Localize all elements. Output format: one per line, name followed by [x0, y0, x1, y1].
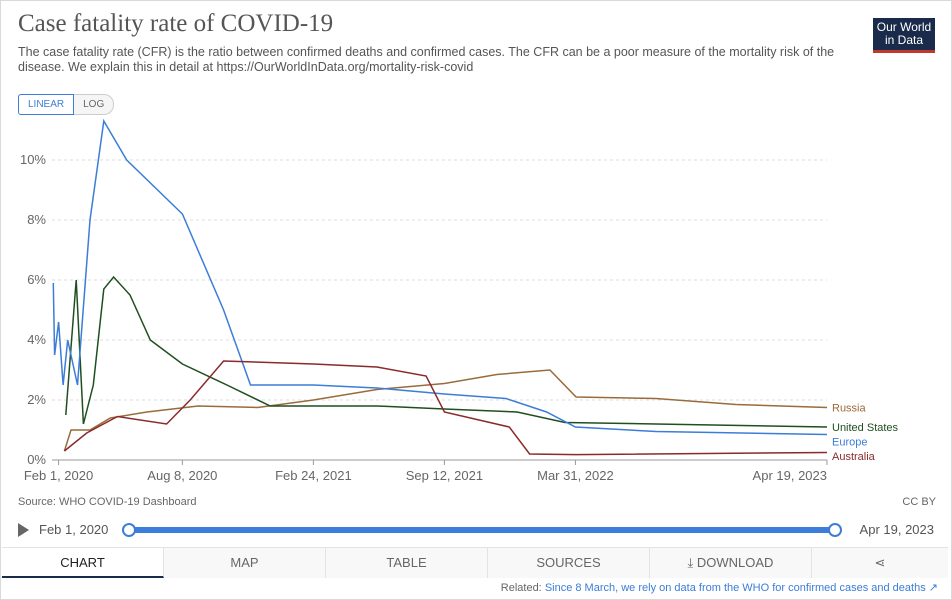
share-icon: ⋖: [874, 555, 886, 570]
x-tick-label: Mar 31, 2022: [537, 468, 614, 483]
logo-line-2: in Data: [884, 33, 924, 47]
download-label: DOWNLOAD: [696, 555, 774, 570]
y-tick-label: 4%: [27, 332, 46, 347]
x-tick-label: Feb 24, 2021: [275, 468, 352, 483]
share-button[interactable]: ⋖: [812, 548, 948, 578]
x-tick-label: Sep 12, 2021: [406, 468, 483, 483]
source-note: Source: WHO COVID-19 Dashboard: [18, 496, 197, 508]
series-line-europe: [52, 118, 828, 436]
timeline-track[interactable]: [122, 523, 842, 537]
external-link-icon: ↗: [928, 582, 938, 594]
x-tick-label: Aug 8, 2020: [147, 468, 217, 483]
scale-toggle: LINEAR LOG: [18, 94, 115, 115]
series-line-russia: [63, 369, 828, 452]
timeline-end-label: Apr 19, 2023: [859, 522, 934, 537]
series-label-australia: Australia: [832, 451, 876, 463]
timeline-start-label: Feb 1, 2020: [39, 522, 109, 537]
tab-bar: CHART MAP TABLE SOURCES ⤓ DOWNLOAD ⋖: [2, 547, 948, 578]
linear-scale-button[interactable]: LINEAR: [18, 94, 75, 115]
x-tick-label: Apr 19, 2023: [753, 468, 827, 483]
related-prefix: Related:: [500, 582, 542, 594]
timeline-end-handle[interactable]: [828, 523, 842, 537]
play-icon[interactable]: [18, 523, 29, 537]
y-tick-label: 0%: [27, 452, 46, 467]
y-tick-label: 8%: [27, 212, 46, 227]
series-label-russia: Russia: [832, 403, 867, 415]
timeline: Feb 1, 2020 Apr 19, 2023: [18, 520, 938, 540]
tab-map[interactable]: MAP: [164, 548, 326, 578]
related-note: Related: Since 8 March, we rely on data …: [501, 581, 938, 594]
y-tick-label: 2%: [27, 392, 46, 407]
log-scale-button[interactable]: LOG: [74, 94, 115, 115]
download-icon: ⤓: [687, 555, 697, 570]
license-link[interactable]: CC BY: [902, 496, 936, 508]
tab-download[interactable]: ⤓ DOWNLOAD: [650, 548, 812, 578]
owid-logo[interactable]: Our World in Data: [873, 18, 935, 53]
series-line-united-states: [65, 275, 828, 428]
line-chart: 0% 2% 4% 6% 8% 10% Feb 1, 2020 Aug 8, 2020 Feb …: [20, 118, 899, 483]
y-tick-label: 6%: [27, 272, 46, 287]
chart-title: Case fatality rate of COVID-19: [18, 10, 334, 37]
series-label-europe: Europe: [832, 437, 867, 449]
x-tick-label: Feb 1, 2020: [24, 468, 93, 483]
logo-line-1: Our World: [876, 20, 932, 34]
series-line-australia: [63, 360, 828, 456]
related-link[interactable]: Since 8 March, we rely on data from the …: [544, 582, 926, 594]
y-tick-label: 10%: [20, 152, 46, 167]
tab-chart[interactable]: CHART: [2, 548, 164, 578]
tab-table[interactable]: TABLE: [326, 548, 488, 578]
timeline-start-handle[interactable]: [122, 523, 136, 537]
series-label-united-states: United States: [832, 422, 899, 434]
chart-subtitle: The case fatality rate (CFR) is the rati…: [18, 45, 835, 74]
tab-sources[interactable]: SOURCES: [488, 548, 650, 578]
